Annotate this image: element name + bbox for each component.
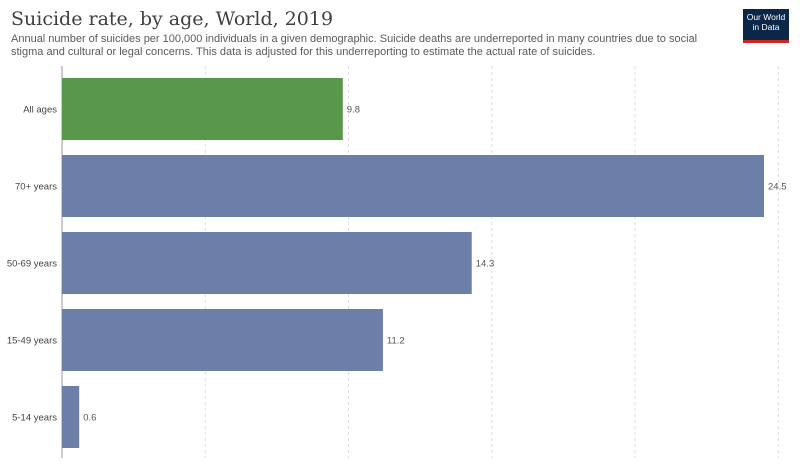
bar-15-49-years[interactable] bbox=[62, 309, 383, 371]
chart-title: Suicide rate, by age, World, 2019 bbox=[11, 8, 334, 30]
bar-all-ages[interactable] bbox=[62, 78, 343, 140]
value-label: 0.6 bbox=[83, 413, 96, 424]
bars bbox=[62, 78, 764, 448]
bar-50-69-years[interactable] bbox=[62, 232, 472, 294]
category-label: 50-69 years bbox=[7, 259, 57, 270]
logo-line-1: Our World bbox=[746, 12, 786, 22]
category-label: 15-49 years bbox=[7, 336, 57, 347]
value-label: 9.8 bbox=[347, 105, 360, 116]
category-label: 5-14 years bbox=[12, 413, 57, 424]
value-label: 14.3 bbox=[476, 259, 495, 270]
chart-subtitle: Annual number of suicides per 100,000 in… bbox=[11, 33, 698, 58]
category-label: 70+ years bbox=[15, 182, 57, 193]
category-label: All ages bbox=[23, 105, 57, 116]
logo-line-2: in Data bbox=[752, 22, 780, 32]
value-label: 11.2 bbox=[387, 336, 405, 347]
value-label: 24.5 bbox=[768, 182, 787, 193]
owid-logo[interactable]: Our World in Data bbox=[743, 9, 789, 43]
bar-5-14-years[interactable] bbox=[62, 386, 80, 448]
bar-70-years[interactable] bbox=[62, 155, 764, 217]
labels: All ages 9.8 70+ years 24.5 50-69 years 14.3 1… bbox=[7, 105, 787, 424]
